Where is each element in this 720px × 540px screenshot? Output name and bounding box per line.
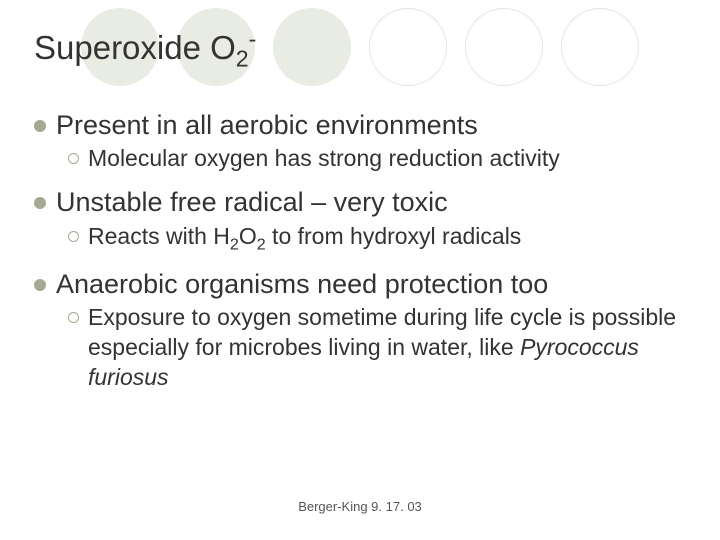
slide: Superoxide O2- Present in all aerobic en…	[0, 0, 720, 540]
bullet-l1-text: Present in all aerobic environments	[56, 109, 478, 143]
bullet-l1: Unstable free radical – very toxic	[34, 186, 686, 220]
bullet-circle-icon	[68, 312, 79, 323]
bullet-l2: Molecular oxygen has strong reduction ac…	[68, 144, 686, 174]
title-sub: 2	[236, 46, 249, 72]
bullet-l2-text: Reacts with H2O2 to from hydroxyl radica…	[88, 222, 521, 256]
title-sup: -	[249, 26, 257, 52]
bullet-l2: Reacts with H2O2 to from hydroxyl radica…	[68, 222, 686, 256]
bullet-dot-icon	[34, 279, 46, 291]
bullet-circle-icon	[68, 153, 79, 164]
bullet-dot-icon	[34, 197, 46, 209]
bullet-l2-text: Molecular oxygen has strong reduction ac…	[88, 144, 560, 174]
bullet-l1: Anaerobic organisms need protection too	[34, 268, 686, 302]
title-prefix: Superoxide O	[34, 29, 236, 66]
footer-text: Berger-King 9. 17. 03	[0, 499, 720, 514]
bullet-l2-text: Exposure to oxygen sometime during life …	[88, 303, 686, 393]
bullet-l1: Present in all aerobic environments	[34, 109, 686, 143]
bullet-l1-text: Anaerobic organisms need protection too	[56, 268, 548, 302]
bullet-dot-icon	[34, 120, 46, 132]
bullet-circle-icon	[68, 231, 79, 242]
slide-title: Superoxide O2-	[34, 26, 686, 73]
content: Present in all aerobic environments Mole…	[34, 109, 686, 393]
bullet-l1-text: Unstable free radical – very toxic	[56, 186, 448, 220]
bullet-l2: Exposure to oxygen sometime during life …	[68, 303, 686, 393]
